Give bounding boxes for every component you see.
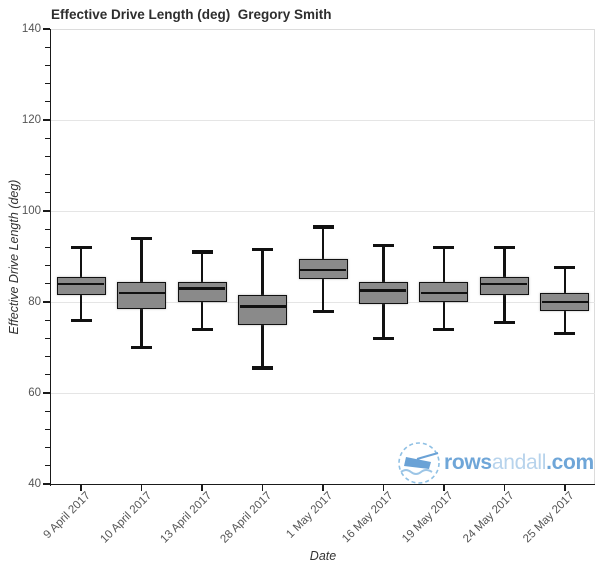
whisker-cap-high	[493, 245, 515, 249]
whisker-cap-high	[70, 245, 92, 249]
y-tick-label: 140	[21, 23, 41, 35]
box-median	[541, 300, 588, 304]
y-minor-tick	[45, 265, 50, 267]
x-tick-label: 9 April 2017	[41, 489, 94, 542]
y-minor-tick	[45, 155, 50, 157]
x-tick	[322, 484, 324, 492]
x-tick	[443, 484, 445, 492]
box	[358, 281, 408, 305]
box	[117, 281, 167, 309]
y-minor-tick	[45, 101, 50, 103]
box	[238, 295, 288, 325]
box-median	[179, 287, 226, 290]
x-axis-line	[49, 483, 595, 486]
x-tick	[140, 484, 143, 492]
box	[56, 276, 106, 296]
rowsandall-logo-icon	[398, 442, 440, 484]
y-tick-label: 40	[28, 478, 41, 490]
x-tick-label: 13 April 2017	[158, 489, 215, 546]
whisker-cap-high	[312, 225, 334, 229]
box-median	[481, 282, 528, 286]
y-minor-tick	[45, 337, 50, 339]
y-minor-tick	[45, 319, 50, 321]
x-tick-label: 19 May 2017	[400, 489, 457, 546]
y-tick	[42, 119, 50, 121]
watermark-andall: andall	[491, 451, 547, 474]
watermark-text: rowsandall.com	[444, 451, 594, 475]
plot-area	[51, 29, 595, 484]
x-tick-label: 10 April 2017	[97, 489, 154, 546]
x-tick	[382, 484, 385, 492]
y-minor-tick	[45, 428, 50, 430]
whisker-cap-low	[191, 327, 213, 331]
box-median	[58, 282, 105, 286]
x-tick	[201, 484, 203, 492]
y-tick-label: 120	[21, 114, 41, 126]
y-minor-tick	[45, 192, 50, 194]
whisker-cap-low	[131, 345, 153, 350]
box	[177, 281, 227, 302]
x-tick-label: 1 May 2017	[284, 489, 336, 541]
whisker-cap-low	[252, 366, 274, 370]
box-median	[118, 291, 165, 295]
whisker-cap-high	[433, 245, 455, 249]
y-axis-line	[49, 29, 52, 486]
y-minor-tick	[45, 137, 50, 139]
y-minor-tick	[45, 410, 50, 412]
whisker-cap-high	[252, 248, 274, 252]
y-tick-label: 80	[28, 296, 41, 308]
gridline	[51, 392, 595, 394]
gridline	[51, 119, 595, 121]
y-tick	[42, 28, 50, 30]
y-minor-tick	[45, 228, 50, 230]
y-minor-tick	[45, 46, 50, 48]
y-tick-label: 100	[21, 205, 41, 217]
y-minor-tick	[45, 83, 50, 85]
x-tick-label: 24 May 2017	[461, 489, 517, 546]
whisker-cap-high	[372, 243, 394, 247]
whisker-cap-low	[493, 320, 515, 325]
whisker-cap-high	[131, 236, 153, 240]
y-minor-tick	[45, 64, 50, 66]
gridline	[51, 210, 595, 212]
whisker-cap-high	[554, 266, 576, 270]
x-tick	[503, 484, 506, 492]
box	[479, 276, 529, 296]
whisker-cap-high	[191, 250, 213, 254]
watermark-rows: rows	[444, 451, 492, 474]
y-minor-tick	[45, 174, 50, 176]
y-tick-label: 60	[28, 387, 41, 399]
whisker-cap-low	[433, 327, 455, 331]
y-tick	[42, 392, 50, 394]
y-minor-tick	[45, 447, 50, 449]
y-axis-title: Effective Drive Length (deg)	[7, 179, 21, 335]
y-minor-tick	[45, 246, 50, 248]
whisker-cap-low	[70, 318, 92, 322]
chart-title: Effective Drive Length (deg) Gregory Smi…	[51, 7, 332, 22]
x-tick	[80, 484, 83, 492]
box-median	[239, 305, 286, 308]
box-median	[300, 268, 346, 272]
y-minor-tick	[45, 356, 50, 358]
whisker-cap-low	[372, 336, 394, 340]
y-minor-tick	[45, 465, 50, 467]
x-tick-label: 16 May 2017	[340, 489, 396, 546]
box-median	[360, 289, 407, 292]
y-tick	[42, 210, 50, 212]
x-tick-label: 25 May 2017	[521, 489, 577, 546]
x-tick	[261, 484, 264, 492]
watermark-com: .com	[546, 451, 594, 474]
y-minor-tick	[45, 283, 50, 285]
box-median	[420, 291, 467, 295]
y-minor-tick	[45, 374, 50, 376]
x-tick-label: 28 April 2017	[218, 489, 275, 546]
y-tick	[42, 483, 50, 485]
rowsandall-watermark-link[interactable]: rowsandall.com	[396, 440, 594, 486]
x-axis-title: Date	[309, 549, 337, 563]
x-tick	[563, 484, 566, 492]
whisker-cap-low	[554, 332, 576, 336]
whisker-cap-low	[312, 309, 334, 313]
y-tick	[42, 301, 50, 303]
